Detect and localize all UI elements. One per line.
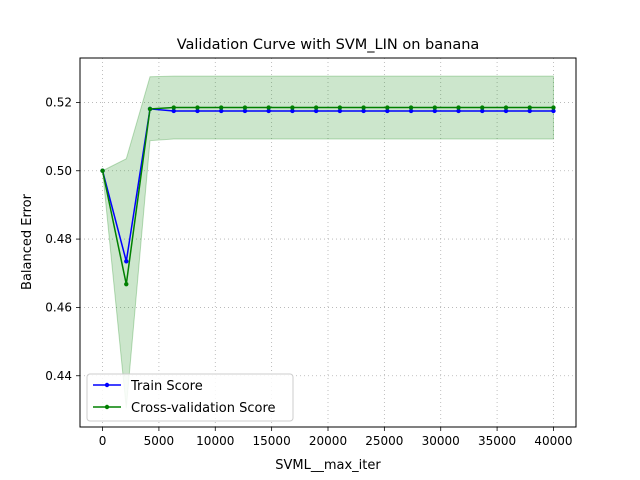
train-score-point <box>432 108 437 114</box>
cv-score-point <box>147 106 153 112</box>
legend-train-marker <box>104 382 110 388</box>
y-axis-ticks: 0.44 0.46 0.48 0.50 0.52 <box>45 95 80 383</box>
cv-score-point <box>171 105 176 110</box>
y-tick-label: 0.50 <box>45 164 72 178</box>
grid <box>80 58 576 427</box>
cv-score-point <box>219 105 224 110</box>
cv-score-point <box>408 105 414 110</box>
train-score-point <box>551 108 556 114</box>
cv-score-point <box>195 105 200 110</box>
y-tick-label: 0.46 <box>45 300 72 314</box>
train-score-point <box>195 108 200 114</box>
cv-score-line <box>101 106 554 285</box>
x-axis-label: SVML__max_iter <box>275 458 381 473</box>
train-score-point <box>385 108 390 114</box>
cv-score-point <box>527 105 532 110</box>
train-score-point <box>408 108 414 114</box>
x-tick-label: 40000 <box>534 434 572 448</box>
cv-score-point <box>432 105 437 110</box>
cv-score-point <box>480 105 485 110</box>
train-score-point <box>313 108 319 114</box>
cv-score-point <box>361 105 366 110</box>
cv-score-point <box>266 105 271 110</box>
cv-score-point <box>503 105 509 110</box>
x-tick-label: 5000 <box>144 434 175 448</box>
legend: Train Score Cross-validation Score <box>86 373 294 422</box>
cv-score-point <box>242 105 248 110</box>
x-tick-label: 10000 <box>196 434 234 448</box>
cv-score-point <box>313 105 319 110</box>
cv-score-point <box>456 105 461 110</box>
train-score-point <box>242 108 248 114</box>
cv-score-point <box>337 105 343 110</box>
cv-score-point <box>124 281 129 287</box>
legend-box <box>86 373 294 422</box>
train-score-point <box>480 108 485 114</box>
train-score-line <box>101 108 554 262</box>
legend-cv-label: Cross-validation Score <box>131 401 276 416</box>
y-tick-label: 0.48 <box>45 232 72 246</box>
x-tick-label: 15000 <box>253 434 291 448</box>
legend-cv-marker <box>104 404 110 410</box>
train-score-point <box>361 108 366 114</box>
series-lines <box>100 105 556 287</box>
y-tick-label: 0.52 <box>45 95 72 109</box>
cv-score-point <box>100 168 105 173</box>
legend-train-label: Train Score <box>130 379 203 394</box>
x-tick-label: 35000 <box>478 434 516 448</box>
x-axis-ticks: 0 5000 10000 15000 20000 25000 30000 35000 40000 <box>99 427 573 448</box>
train-score-point <box>124 259 129 264</box>
cv-score-point <box>551 105 556 110</box>
train-score-point <box>290 108 295 114</box>
train-score-point <box>527 108 532 114</box>
y-axis-label: Balanced Error <box>20 193 35 290</box>
train-score-point <box>171 108 176 114</box>
x-tick-label: 25000 <box>365 434 403 448</box>
train-score-point <box>456 108 461 114</box>
x-tick-label: 0 <box>99 434 107 448</box>
train-score-point <box>266 108 271 114</box>
y-tick-label: 0.44 <box>45 369 72 383</box>
train-score-point <box>503 108 509 114</box>
train-score-point <box>219 108 224 114</box>
x-tick-label: 20000 <box>309 434 347 448</box>
chart-title: Validation Curve with SVM_LIN on banana <box>177 37 480 53</box>
cv-score-point <box>385 105 390 110</box>
cv-score-point <box>290 105 295 110</box>
train-score-point <box>337 108 343 114</box>
x-tick-label: 30000 <box>422 434 460 448</box>
